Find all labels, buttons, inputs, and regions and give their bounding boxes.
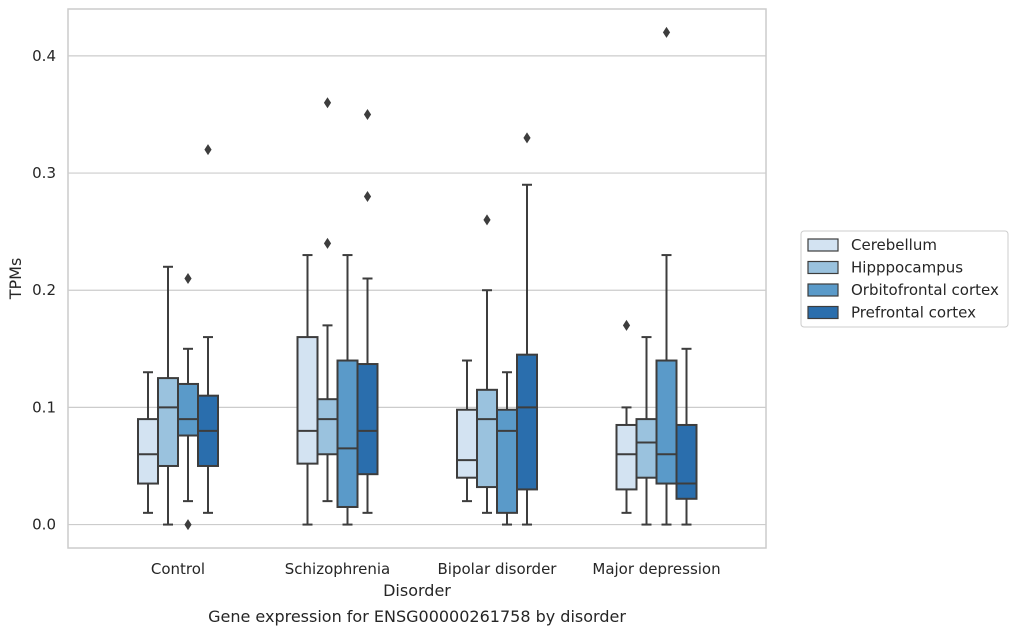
y-tick-label: 0.0 bbox=[32, 516, 56, 534]
legend-label: Prefrontal cortex bbox=[851, 304, 976, 322]
legend-swatch bbox=[807, 283, 839, 297]
y-tick-label: 0.4 bbox=[32, 47, 56, 65]
y-axis-label: TPMs bbox=[6, 258, 25, 301]
x-tick-label: Major depression bbox=[592, 560, 720, 578]
outlier-point bbox=[184, 273, 192, 284]
outlier-point bbox=[523, 132, 531, 144]
legend-swatch bbox=[807, 260, 839, 275]
outlier-point bbox=[363, 190, 372, 202]
box-orbitofrontal-cortex bbox=[177, 273, 199, 531]
y-tick-label: 0.3 bbox=[32, 164, 56, 182]
outlier-point bbox=[204, 144, 212, 156]
x-tick-labels: Control Schizophrenia Bipolar disorder Majo… bbox=[151, 560, 721, 578]
iqr-box bbox=[655, 359, 678, 485]
iqr-box bbox=[456, 408, 478, 479]
iqr-box bbox=[137, 418, 159, 485]
outlier-point bbox=[662, 26, 671, 38]
chart-title: Gene expression for ENSG00000261758 by d… bbox=[208, 607, 626, 626]
legend-swatch bbox=[807, 305, 839, 320]
y-tick-labels: 0.0 0.1 0.2 0.3 0.4 bbox=[32, 47, 56, 534]
iqr-box bbox=[496, 408, 518, 514]
outlier-point bbox=[184, 519, 192, 531]
legend-item: Hipppocampus bbox=[807, 259, 963, 277]
iqr-box bbox=[296, 336, 319, 465]
box-hipppocampus bbox=[316, 97, 339, 503]
box-prefrontal-cortex bbox=[516, 132, 538, 526]
iqr-box bbox=[177, 382, 199, 437]
legend-label: Hipppocampus bbox=[851, 259, 963, 277]
legend-item: Prefrontal cortex bbox=[807, 304, 976, 322]
legend: Cerebellum Hipppocampus Orbitofrontal cort… bbox=[800, 230, 1009, 328]
iqr-box bbox=[356, 363, 379, 476]
legend-label: Orbitofrontal cortex bbox=[851, 281, 999, 299]
outlier-point bbox=[483, 214, 491, 226]
x-axis-label: Disorder bbox=[383, 581, 451, 600]
box-series bbox=[137, 26, 698, 531]
plot-border bbox=[67, 8, 767, 549]
legend-label: Cerebellum bbox=[851, 236, 937, 254]
box-orbitofrontal-cortex bbox=[655, 26, 678, 526]
legend-swatch bbox=[807, 238, 839, 252]
iqr-box bbox=[316, 398, 339, 456]
outlier-point bbox=[323, 97, 332, 109]
box-cerebellum bbox=[137, 371, 159, 514]
iqr-box bbox=[615, 423, 638, 491]
legend-item: Cerebellum bbox=[807, 236, 937, 254]
iqr-box bbox=[516, 353, 538, 491]
legend-item: Orbitofrontal cortex bbox=[807, 281, 999, 299]
box-prefrontal-cortex bbox=[356, 108, 379, 514]
legend-frame bbox=[800, 230, 1009, 328]
box-prefrontal-cortex bbox=[675, 347, 698, 526]
x-tick-label: Control bbox=[151, 560, 205, 578]
iqr-box bbox=[336, 359, 359, 508]
outlier-point bbox=[622, 319, 631, 331]
outlier-point bbox=[363, 108, 372, 120]
x-tick-label: Schizophrenia bbox=[285, 560, 390, 578]
box-hipppocampus bbox=[476, 214, 498, 514]
y-tick-label: 0.2 bbox=[32, 281, 56, 299]
box-prefrontal-cortex bbox=[197, 144, 219, 514]
y-tick-label: 0.1 bbox=[32, 398, 56, 416]
iqr-box bbox=[675, 423, 698, 500]
box-cerebellum bbox=[615, 319, 638, 514]
outlier-point bbox=[323, 237, 332, 249]
box-cerebellum bbox=[296, 254, 319, 526]
iqr-box bbox=[157, 377, 179, 467]
iqr-box bbox=[476, 388, 498, 489]
iqr-box bbox=[635, 418, 658, 479]
x-tick-label: Bipolar disorder bbox=[438, 560, 558, 578]
